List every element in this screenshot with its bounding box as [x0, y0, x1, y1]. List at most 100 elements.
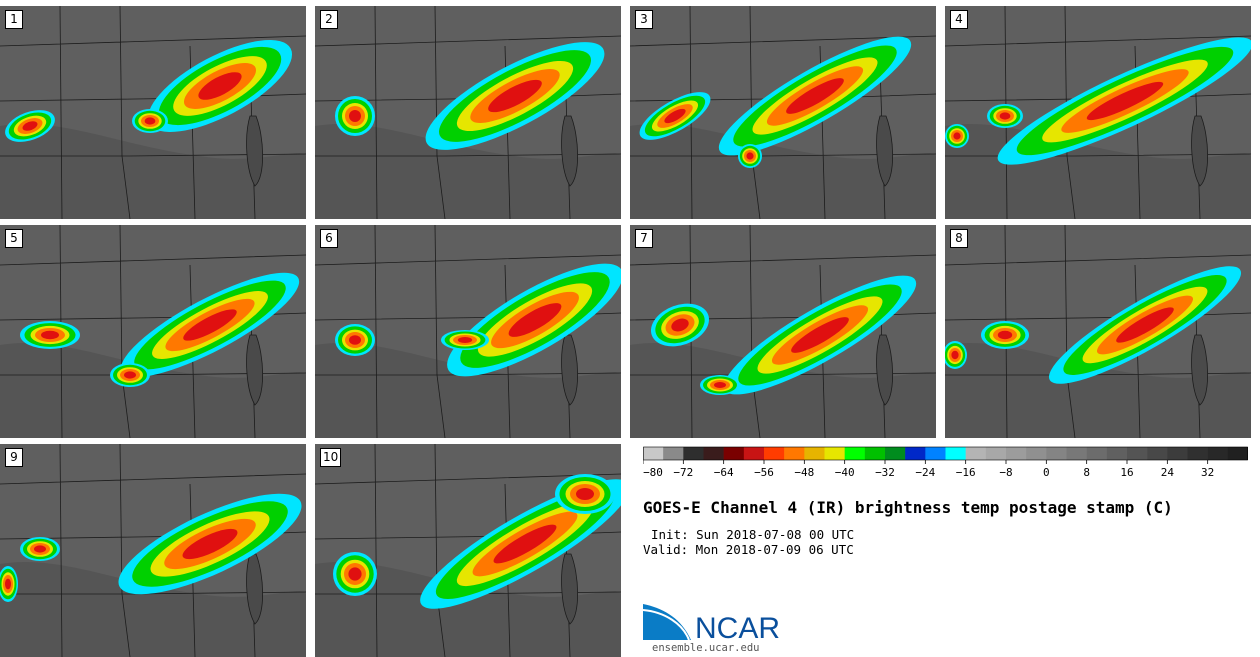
colorbar-swatch: [864, 447, 886, 460]
init-time: Init: Sun 2018-07-08 00 UTC: [651, 527, 855, 542]
colorbar-tick-label: 16: [1120, 466, 1133, 478]
colorbar-swatch: [804, 447, 825, 460]
panel-number: 3: [635, 10, 653, 29]
ir-satellite-map: [630, 225, 936, 438]
lake-outline: [246, 553, 263, 625]
cloud-top-region: [791, 317, 849, 353]
colorbar-tick-label: 0: [1043, 466, 1050, 478]
temperature-colorbar: −80 −72 −64 −56 −48 −40 −32 −24 −16 −8 0 8 16 24 32: [643, 446, 1248, 478]
colorbar-swatch: [683, 447, 704, 460]
cloud-top-region: [182, 528, 238, 560]
cloud-top-region: [576, 488, 594, 500]
lake-outline: [1191, 115, 1208, 187]
colorbar-swatch: [1207, 447, 1229, 460]
ir-satellite-map: [0, 444, 306, 657]
colorbar-swatch: [703, 447, 724, 460]
cloud-top-region: [746, 152, 754, 160]
colorbar-frame: [643, 446, 1248, 461]
ir-satellite-map: [315, 225, 621, 438]
cloud-top-region: [664, 108, 686, 124]
ground-shading: [0, 561, 306, 657]
colorbar-swatch: [885, 447, 906, 460]
ir-satellite-map: [945, 225, 1251, 438]
panel-number: 5: [5, 229, 23, 248]
colorbar-swatch: [985, 447, 1007, 460]
colorbar-swatch: [965, 447, 987, 460]
cloud-top-region: [34, 545, 46, 553]
colorbar-swatch: [1046, 447, 1067, 460]
lake-outline: [246, 115, 263, 187]
colorbar-swatch: [905, 447, 926, 460]
cloud-top-region: [953, 132, 961, 140]
colorbar-swatch: [945, 447, 966, 460]
cloud-top-region: [999, 112, 1011, 120]
colorbar-swatch: [723, 447, 745, 460]
colorbar-swatch: [1127, 447, 1148, 460]
panel-number: 6: [320, 229, 338, 248]
cloud-top-region: [144, 117, 156, 125]
cloud-top-region: [183, 309, 237, 341]
postage-stamp-panel: 9: [0, 444, 306, 657]
cloud-top-region: [124, 371, 136, 379]
ncar-logo-arc: [643, 609, 690, 641]
colorbar-tick-label: −40: [835, 466, 855, 478]
colorbar-swatch: [764, 447, 785, 460]
ir-satellite-map: [315, 444, 621, 657]
panel-number: 9: [5, 448, 23, 467]
panel-number: 4: [950, 10, 968, 29]
postage-stamp-panel: 4: [945, 6, 1251, 219]
ir-satellite-map: [0, 225, 306, 438]
ground-shading: [630, 342, 936, 438]
colorbar-swatch: [1106, 447, 1128, 460]
postage-stamp-panel: 2: [315, 6, 621, 219]
postage-stamp-panel: 1: [0, 6, 306, 219]
postage-stamp-panel: 10: [315, 444, 621, 657]
ir-satellite-map: [630, 6, 936, 219]
colorbar-swatch: [784, 447, 805, 460]
ground-shading: [630, 123, 936, 219]
colorbar-swatch: [743, 447, 765, 460]
cloud-top-region: [5, 578, 11, 590]
colorbar-swatch: [1086, 447, 1108, 460]
postage-stamp-panel: 6: [315, 225, 621, 438]
ir-satellite-map: [945, 6, 1251, 219]
cloud-top-region: [488, 79, 542, 113]
ground-shading: [315, 561, 621, 657]
ncar-logo: NCAR: [643, 604, 780, 642]
colorbar-tick-label: −56: [754, 466, 774, 478]
colorbar-swatch: [1167, 447, 1188, 460]
panel-number: 8: [950, 229, 968, 248]
colorbar-swatch: [1147, 447, 1168, 460]
colorbar-tick-label: −24: [915, 466, 935, 478]
colorbar-tick-label: 32: [1201, 466, 1214, 478]
cloud-top-region: [349, 335, 361, 345]
postage-stamp-panel: 3: [630, 6, 936, 219]
ncar-logo-swoosh: [643, 604, 691, 640]
cloud-top-region: [22, 121, 38, 131]
ir-satellite-map: [315, 6, 621, 219]
cloud-top-region: [198, 72, 242, 100]
lake-outline: [561, 334, 578, 406]
postage-stamp-panel: 7: [630, 225, 936, 438]
cloud-top-region: [951, 350, 959, 360]
ground-shading: [315, 342, 621, 438]
lake-outline: [561, 553, 578, 625]
panel-number: 10: [320, 448, 342, 467]
colorbar-swatch: [1006, 447, 1027, 460]
colorbar-tick-label: 8: [1083, 466, 1090, 478]
colorbar-swatch: [643, 447, 664, 460]
lake-outline: [876, 115, 893, 187]
cloud-top-region: [786, 78, 844, 114]
colorbar-swatch: [844, 447, 866, 460]
lake-outline: [246, 334, 263, 406]
panel-number: 1: [5, 10, 23, 29]
colorbar-swatch: [1227, 447, 1248, 460]
colorbar-tick-label: 24: [1161, 466, 1175, 478]
cloud-top-region: [997, 330, 1013, 340]
colorbar-tick-label: −72: [673, 466, 693, 478]
cloud-top-region: [457, 337, 473, 343]
ground-shading: [0, 123, 306, 219]
panel-number: 2: [320, 10, 338, 29]
ground-shading: [0, 342, 306, 438]
colorbar-tick-label: −64: [714, 466, 734, 478]
